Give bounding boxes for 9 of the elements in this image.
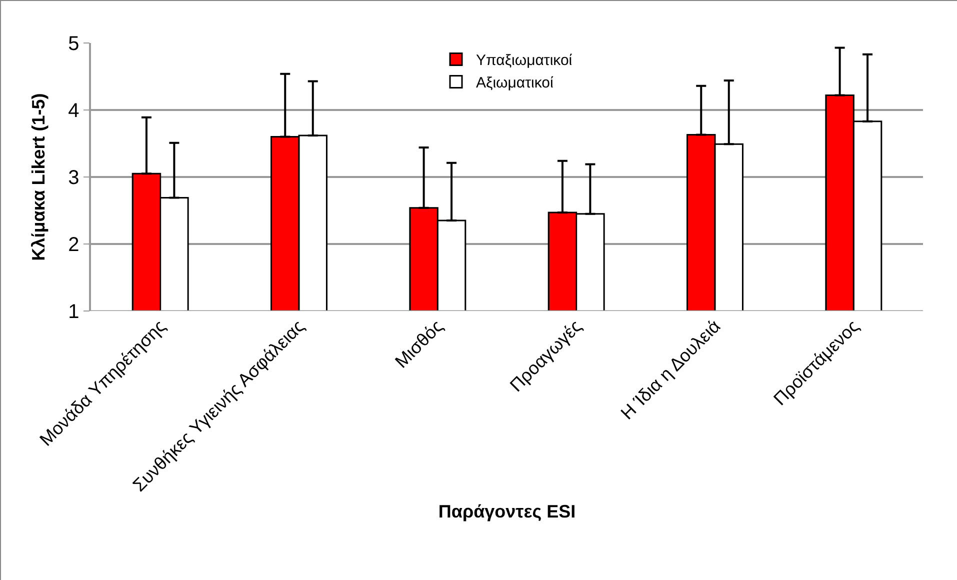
- y-axis-title: Κλίμακα Likert (1-5): [28, 93, 48, 261]
- x-axis-title: Παράγοντες ESI: [438, 501, 576, 522]
- y-tick-label: 5: [68, 33, 80, 55]
- y-tick-label: 1: [68, 301, 80, 323]
- y-tick-label: 3: [68, 167, 80, 189]
- y-tick-label: 2: [68, 234, 80, 256]
- legend-label: Υπαξιωματικοί: [476, 52, 573, 70]
- y-tick-label: 4: [68, 100, 80, 122]
- legend-label: Αξιωματικοί: [476, 74, 554, 92]
